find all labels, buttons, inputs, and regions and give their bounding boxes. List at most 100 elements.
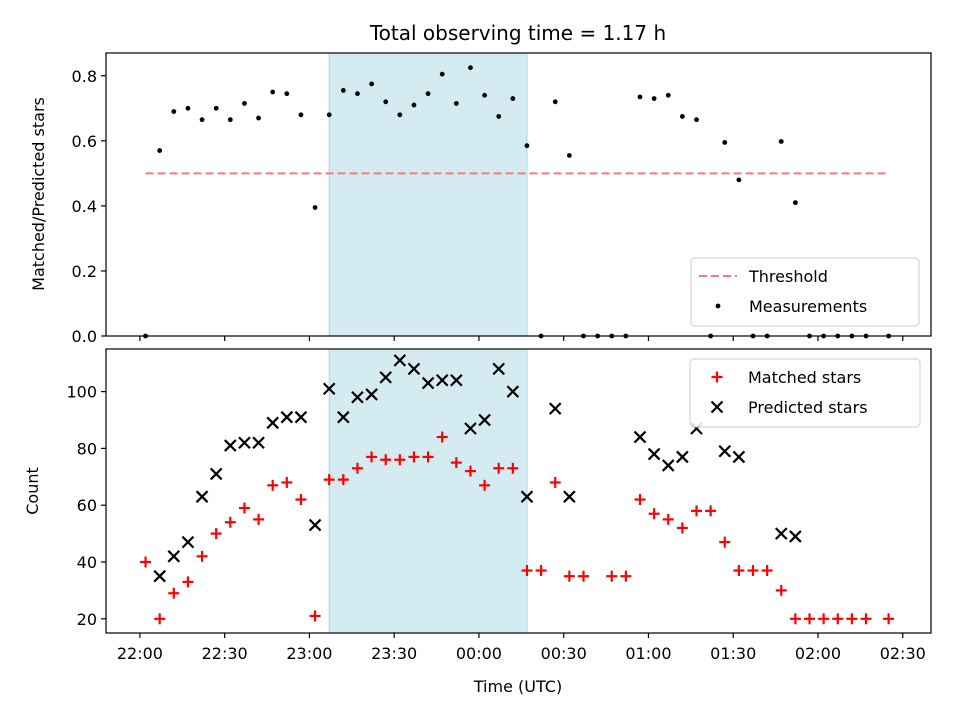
x-b (421, 376, 435, 390)
x-b (548, 402, 562, 415)
data-point (408, 451, 420, 463)
data-point (482, 92, 487, 98)
data-point (665, 92, 671, 98)
data-point (140, 556, 152, 568)
data-point (326, 112, 332, 118)
data-point (281, 476, 293, 488)
x-b (322, 382, 336, 396)
bottom-ylabel: Count (23, 467, 42, 515)
x-tick-label: 00:30 (541, 644, 587, 663)
data-point (312, 205, 318, 210)
data-point (213, 105, 219, 111)
legend-swatch (715, 303, 721, 309)
x-b (407, 362, 421, 376)
top-ylabel: Matched/Predicted stars (29, 97, 48, 291)
data-point (789, 530, 802, 543)
y-tick-label: 40 (77, 553, 97, 572)
data-point (736, 177, 742, 183)
x-b (266, 416, 279, 430)
count-panel: 20 40 60 80 100 22:00 22:30 23:00 23:30 00:00 00:3… (66, 348, 932, 663)
data-point (351, 462, 363, 474)
x-b (789, 530, 802, 543)
x-tick-label: 01:30 (710, 644, 756, 663)
data-point (832, 613, 844, 625)
data-point (548, 402, 562, 415)
data-point (383, 99, 389, 105)
x-b (393, 354, 407, 367)
data-point (439, 71, 445, 77)
ratio-panel: 0.0 0.2 0.4 0.6 0.8 Threshold Measurements (72, 52, 932, 346)
data-point (846, 613, 858, 625)
data-point (253, 513, 265, 525)
y-tick-label: 20 (77, 610, 97, 629)
data-point (351, 391, 364, 404)
x-b (379, 371, 392, 384)
legend-swatch (711, 371, 723, 383)
data-point (860, 613, 872, 625)
data-point (227, 117, 233, 123)
data-point (337, 474, 349, 486)
data-point (340, 88, 346, 93)
data-point (337, 410, 350, 424)
x-b (732, 450, 746, 464)
series-measurements (143, 65, 892, 339)
x-b (647, 447, 661, 461)
data-point (506, 385, 520, 398)
data-point (238, 502, 250, 514)
data-point (238, 436, 251, 449)
data-point (436, 431, 448, 443)
x-b (718, 444, 732, 458)
data-point (182, 576, 194, 588)
x-b (520, 490, 534, 503)
data-point (747, 565, 759, 577)
observing-window-band (329, 349, 527, 633)
data-point (224, 439, 237, 452)
data-point (694, 117, 699, 123)
legend-box (689, 358, 921, 428)
data-point (761, 565, 773, 577)
y-tick-label: 80 (77, 439, 97, 458)
data-point (468, 65, 473, 71)
data-point (425, 91, 431, 97)
legend: Matched stars Predicted stars (689, 358, 921, 428)
x-tick-label: 22:30 (202, 644, 248, 663)
data-point (775, 584, 787, 596)
legend: Threshold Measurements (690, 257, 920, 327)
data-point (453, 101, 459, 106)
data-point (308, 518, 322, 532)
legend-swatch (710, 400, 724, 414)
data-point (661, 459, 675, 472)
data-point (450, 457, 462, 469)
x-b (676, 450, 689, 464)
data-point (393, 354, 407, 367)
data-point (322, 382, 336, 396)
data-point (732, 450, 746, 464)
y-tick-label: 0.8 (72, 67, 97, 86)
x-tick-label: 02:00 (795, 644, 841, 663)
x-b (209, 467, 223, 481)
data-point (493, 462, 505, 474)
data-point (718, 444, 732, 458)
data-point (633, 430, 647, 444)
data-point (521, 565, 533, 577)
data-point (510, 96, 516, 101)
legend-label: Threshold (748, 267, 828, 286)
data-point (676, 450, 689, 464)
x-tick-label: 23:30 (371, 644, 417, 663)
x-b (337, 410, 350, 424)
x-b (563, 490, 576, 503)
data-point (637, 94, 643, 100)
x-b (365, 388, 378, 401)
data-point (181, 535, 195, 549)
data-point (679, 114, 685, 119)
x-b (492, 362, 506, 376)
data-point (252, 436, 265, 449)
plot-frame (105, 348, 932, 634)
data-point (298, 112, 304, 118)
x-b (153, 569, 166, 583)
data-point (507, 462, 519, 474)
data-point (195, 490, 209, 503)
data-point (535, 565, 547, 577)
data-point (242, 101, 247, 106)
